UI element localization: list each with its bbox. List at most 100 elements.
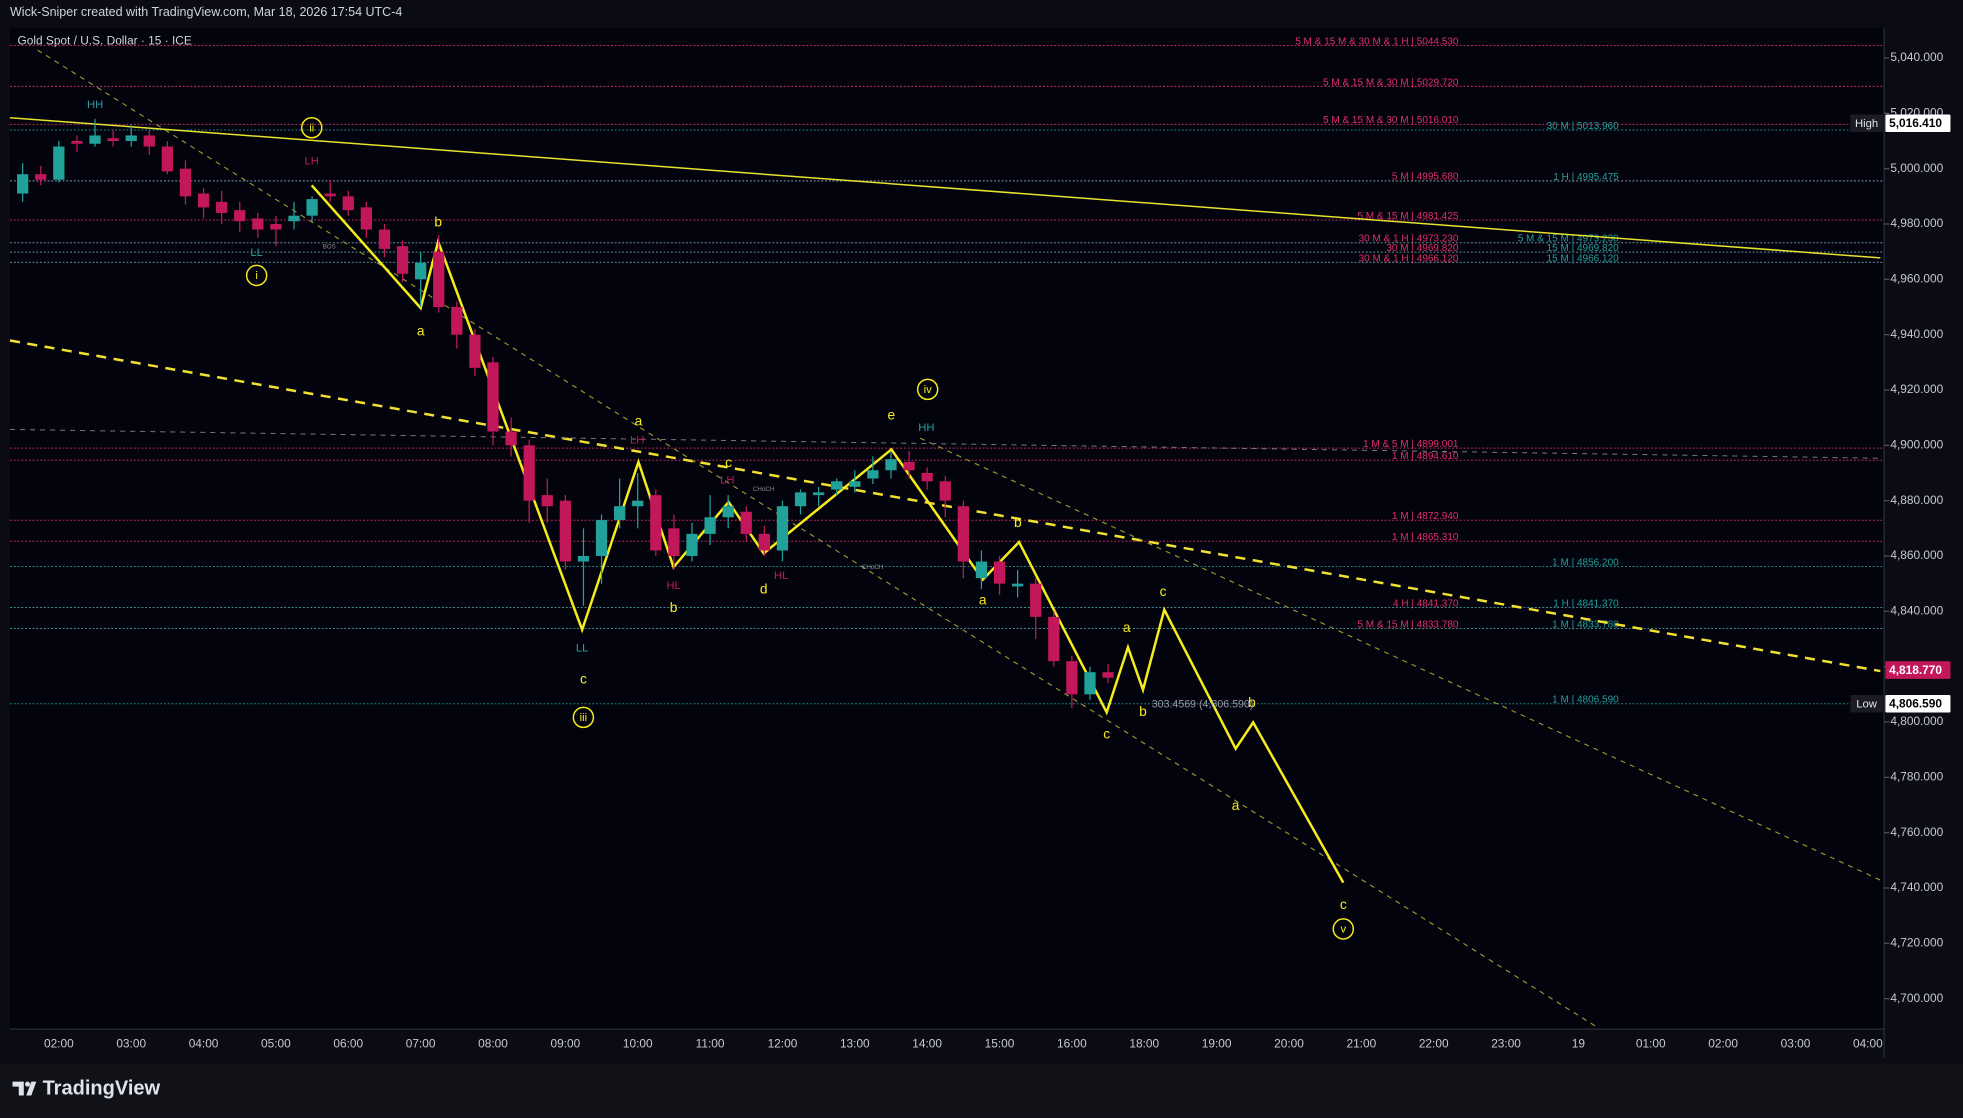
candle-body [378,229,391,249]
candle-body [270,223,282,230]
structure-label: BOS [323,243,336,250]
x-tick-label: 22:00 [1419,1036,1449,1050]
y-tick-label: 4,920.000 [1890,382,1943,396]
wave-label: d [760,581,768,596]
y-tick-label: 4,860.000 [1890,548,1943,562]
candle-body [143,135,155,147]
structure-label: HH [87,99,103,111]
trend-line [9,116,1881,259]
wave-degree-label: iv [924,384,932,396]
y-tick-label: 4,940.000 [1890,327,1943,341]
x-tick-label: 04:00 [189,1036,219,1050]
candle-body [686,533,698,556]
wave-label: a [417,323,425,338]
wave-label: b [670,600,678,615]
candle-body [1084,672,1096,695]
candle-body [415,262,427,280]
wave-degree-circle [916,378,939,401]
wave-label: a [635,414,643,429]
candle-body [1102,672,1114,678]
structure-label: LL [250,247,263,259]
x-tick-label: 06:00 [333,1036,363,1050]
header-text: Wick-Sniper created with TradingView.com… [10,5,402,19]
level-label: 5 M & 15 M & 30 M | 5016.010 [1323,115,1459,126]
candle-body [867,470,879,479]
candle-body [71,140,83,144]
y-tick-label: 4,780.000 [1890,769,1943,783]
x-tick-label: 14:00 [912,1036,942,1050]
candle-body [595,520,608,556]
x-tick-label: 13:00 [840,1036,870,1050]
symbol-title: Gold Spot / U.S. Dollar · 15 · ICE [18,33,192,47]
candle-body [812,492,825,496]
candle-body [342,196,354,211]
candle-body [216,201,228,213]
level-label: 1 M | 4865.310 [1392,532,1459,543]
wave-label: b [1139,704,1147,719]
wave-degree-circle [300,116,323,139]
price-badge-label: 4,818.770 [1889,663,1942,677]
wave-degree-label: i [255,270,258,282]
wave-degree-circle [572,706,595,729]
candle-body [541,495,553,507]
channel-line [37,49,1597,1028]
level-label: 1 M | 4894.610 [1392,451,1459,462]
wave-label: b [434,215,442,230]
candle-body [1066,661,1078,695]
x-tick-label: 04:00 [1853,1036,1883,1050]
wave-label: e [888,407,896,422]
y-tick-label: 4,760.000 [1890,825,1943,839]
candle-body [234,210,246,222]
candle-body [632,500,644,507]
level-label: 5 M & 15 M | 4833.780 [1357,619,1458,630]
candle-body [1030,583,1042,617]
structure-label: CHoCH [753,486,775,493]
wave-label: c [1103,727,1110,742]
candle-body [704,517,716,534]
tv-logo [12,1081,37,1096]
level-label: 5 M | 4995.680 [1392,171,1459,182]
candle-body [505,431,517,446]
candle-body [559,500,571,562]
wave-label: b [1248,695,1256,710]
x-tick-label: 15:00 [985,1036,1015,1050]
wave-degree-label: v [1340,924,1346,936]
level-label: 1 H | 4995.475 [1553,172,1619,183]
candle-body [451,306,463,335]
reference-line [10,428,1881,459]
candle-body [523,445,535,501]
candle-body [885,459,897,471]
level-label: 4 H | 4841.370 [1393,598,1459,609]
price-badge [1885,694,1951,713]
x-tick-label: 08:00 [478,1036,508,1050]
candle-body [125,135,137,141]
x-tick-label: 18:00 [1129,1036,1159,1050]
candle-body [776,506,789,551]
wave-degree-label: ii [309,122,314,134]
candle-body [288,215,300,222]
x-tick-label: 11:00 [696,1036,725,1050]
wave-label: b [1014,515,1022,530]
candle-body [252,218,264,230]
candle-body [577,555,590,562]
candle-body [35,174,47,180]
wave-label: a [1123,620,1131,635]
x-tick-label: 21:00 [1346,1036,1376,1050]
candle-body [469,334,481,368]
level-label: 1 H | 4841.370 [1553,598,1619,609]
structure-label: CHoCH [862,564,884,571]
x-tick-label: 02:00 [44,1036,74,1050]
wave-label: c [1160,584,1167,599]
candle-body [306,199,318,216]
candle-body [650,495,662,551]
level-label: 1 M | 4833.780 [1552,619,1619,630]
y-tick-label: 4,800.000 [1890,714,1943,728]
candle-body [903,461,915,471]
price-badge-label: 5,016.410 [1889,116,1942,130]
x-tick-label: 05:00 [261,1036,291,1050]
level-label: 1 M | 4872.940 [1392,511,1459,522]
x-tick-label: 03:00 [1781,1036,1811,1050]
badge-name: High [1855,118,1878,130]
level-label: 5 M & 15 M | 4981.425 [1357,211,1458,222]
